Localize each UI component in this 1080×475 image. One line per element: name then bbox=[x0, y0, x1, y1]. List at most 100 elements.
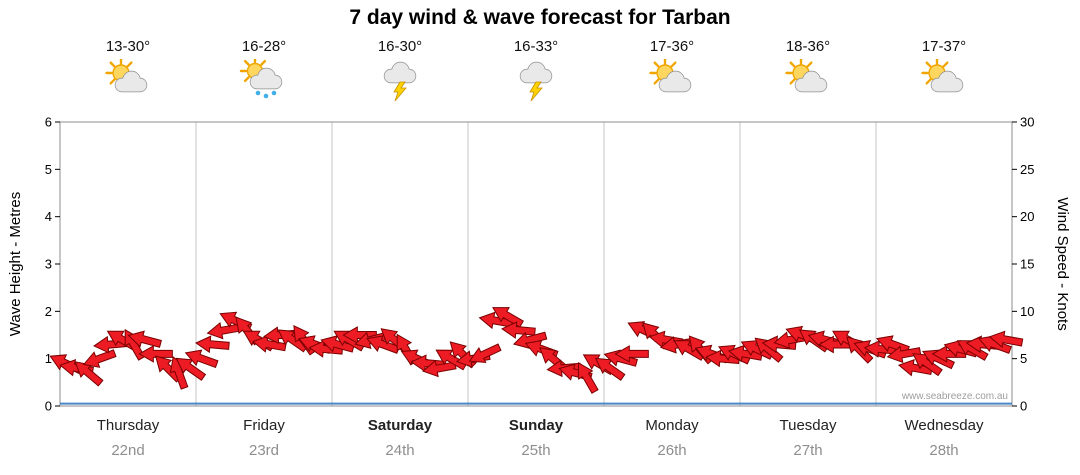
wind-arrow bbox=[978, 335, 1012, 354]
wind-arrow bbox=[74, 361, 104, 387]
wind-arrow bbox=[138, 345, 173, 363]
left-tick-label: 6 bbox=[45, 115, 52, 130]
weather-icon-wrap bbox=[876, 57, 1012, 105]
wind-arrow bbox=[754, 337, 784, 363]
right-tick-label: 5 bbox=[1020, 351, 1027, 366]
sun-ray bbox=[789, 61, 796, 68]
day-header: 16-33° bbox=[468, 38, 604, 105]
thunderstorm-icon bbox=[383, 61, 417, 102]
wind-arrow bbox=[886, 345, 922, 364]
sun-ray bbox=[126, 61, 133, 68]
wind-arrow bbox=[988, 330, 1024, 349]
sun-ray bbox=[653, 61, 660, 68]
rain-drop bbox=[255, 90, 261, 96]
temp-range: 17-37° bbox=[921, 38, 967, 55]
day-header: 17-37° bbox=[876, 38, 1012, 105]
weather-icon-wrap bbox=[196, 55, 332, 105]
day-name: Sunday bbox=[508, 417, 564, 434]
day-date: 28th bbox=[929, 442, 959, 459]
sun-ray bbox=[109, 61, 116, 68]
temp-range: 17-36° bbox=[649, 38, 695, 55]
rain-drop bbox=[271, 90, 277, 96]
day-header: 18-36° bbox=[740, 38, 876, 105]
wind-arrow bbox=[614, 345, 649, 363]
left-axis-title: Wave Height - Metres bbox=[7, 191, 24, 337]
day-date: 27th bbox=[793, 442, 823, 459]
thunderstorm-icon bbox=[519, 61, 553, 102]
cloud-base bbox=[389, 75, 411, 83]
day-name: Tuesday bbox=[779, 417, 837, 434]
left-tick-label: 2 bbox=[45, 304, 52, 319]
left-tick-label: 0 bbox=[45, 399, 52, 414]
sun-ray bbox=[670, 61, 677, 68]
right-tick-label: 10 bbox=[1020, 304, 1034, 319]
wind-arrow bbox=[251, 335, 287, 353]
day-date: 25th bbox=[521, 442, 551, 459]
cloud-base bbox=[936, 84, 958, 92]
partly-cloudy-icon bbox=[105, 57, 148, 93]
wind-arrow bbox=[127, 330, 162, 348]
day-name: Monday bbox=[645, 417, 699, 434]
left-tick-label: 1 bbox=[45, 351, 52, 366]
temp-range: 18-36° bbox=[785, 38, 831, 55]
right-tick-label: 25 bbox=[1020, 162, 1034, 177]
left-tick-label: 5 bbox=[45, 162, 52, 177]
right-tick-label: 15 bbox=[1020, 257, 1034, 272]
cloud-base bbox=[120, 84, 142, 92]
partly-cloudy-icon bbox=[785, 57, 828, 93]
wind-arrow bbox=[184, 349, 219, 369]
weather-icon-wrap bbox=[604, 57, 740, 105]
sun-ray bbox=[260, 59, 267, 66]
weather-icon-wrap bbox=[332, 59, 468, 105]
cloud-base bbox=[525, 75, 547, 83]
sun-ray bbox=[925, 61, 932, 68]
chart-title: 7 day wind & wave forecast for Tarban bbox=[349, 6, 731, 29]
sun-ray bbox=[925, 78, 932, 85]
wind-arrow bbox=[912, 353, 943, 377]
day-date: 26th bbox=[657, 442, 687, 459]
cloud-base bbox=[800, 84, 822, 92]
left-tick-label: 4 bbox=[45, 209, 52, 224]
day-name: Wednesday bbox=[904, 417, 984, 434]
day-name: Thursday bbox=[96, 417, 160, 434]
day-date: 22nd bbox=[111, 442, 145, 459]
temp-range: 16-30° bbox=[377, 38, 423, 55]
wind-arrow bbox=[195, 335, 230, 354]
right-tick-label: 20 bbox=[1020, 209, 1034, 224]
day-header: 16-30° bbox=[332, 38, 468, 105]
sun-ray bbox=[653, 78, 660, 85]
sun-ray bbox=[942, 61, 949, 68]
wind-arrow bbox=[922, 349, 955, 370]
plot-border bbox=[59, 121, 1013, 407]
weather-icon-wrap bbox=[60, 57, 196, 105]
wind-arrow bbox=[876, 335, 910, 354]
showers-icon bbox=[239, 55, 283, 99]
wind-arrow bbox=[956, 340, 989, 361]
day-date: 23rd bbox=[248, 442, 280, 459]
sun-ray bbox=[243, 76, 250, 83]
sun-ray bbox=[243, 59, 250, 66]
cloud-base bbox=[255, 81, 277, 89]
sun-ray bbox=[789, 78, 796, 85]
lightning-bolt bbox=[529, 81, 543, 102]
weather-icon-wrap bbox=[740, 57, 876, 105]
wind-arrow bbox=[175, 357, 207, 381]
partly-cloudy-icon bbox=[921, 57, 964, 93]
day-header: 13-30° bbox=[60, 38, 196, 105]
right-tick-label: 0 bbox=[1020, 399, 1027, 414]
weather-icon-wrap bbox=[468, 59, 604, 105]
rain-drop bbox=[263, 93, 269, 99]
left-tick-label: 3 bbox=[45, 257, 52, 272]
cloud-base bbox=[664, 84, 686, 92]
wind-arrow bbox=[82, 349, 117, 368]
right-tick-label: 30 bbox=[1020, 115, 1034, 130]
day-header: 17-36° bbox=[604, 38, 740, 105]
wind-arrow bbox=[342, 326, 377, 344]
temp-range: 13-30° bbox=[105, 38, 151, 55]
wind-arrow bbox=[468, 343, 502, 364]
temp-range: 16-33° bbox=[513, 38, 559, 55]
wind-arrow bbox=[501, 321, 536, 339]
lightning-bolt bbox=[393, 81, 407, 102]
